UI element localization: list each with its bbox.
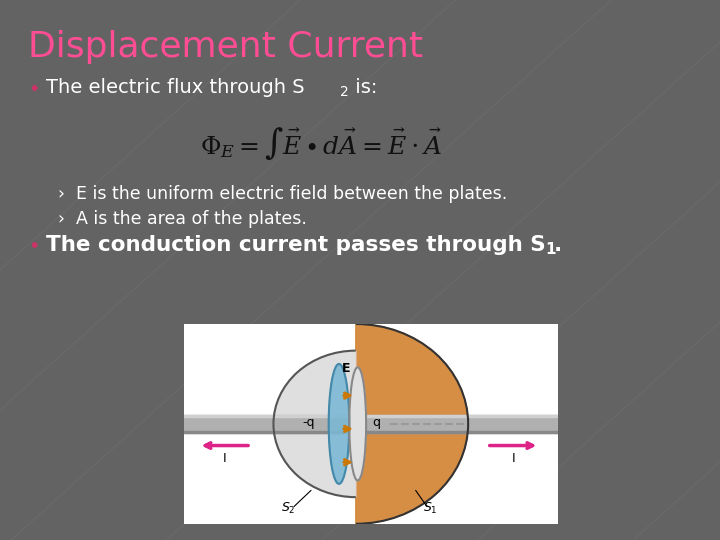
Text: •: • <box>28 237 40 256</box>
Text: $\Phi_E = \int \vec{E} \bullet d\vec{A} = \vec{E} \cdot \vec{A}$: $\Phi_E = \int \vec{E} \bullet d\vec{A} … <box>200 125 443 162</box>
Text: The conduction current passes through S: The conduction current passes through S <box>46 235 546 255</box>
Text: -q: -q <box>303 416 315 429</box>
Bar <box>184 415 558 417</box>
Text: I: I <box>511 452 515 465</box>
Text: Displacement Current: Displacement Current <box>28 30 423 64</box>
Bar <box>184 430 558 433</box>
Text: $S_1$: $S_1$ <box>423 501 438 516</box>
Text: is:: is: <box>349 78 377 97</box>
Text: I: I <box>223 452 227 465</box>
Text: •: • <box>28 80 40 99</box>
Text: 2: 2 <box>340 85 348 99</box>
Text: 1: 1 <box>545 242 556 257</box>
Ellipse shape <box>328 364 349 484</box>
Wedge shape <box>274 350 356 497</box>
Text: The electric flux through S: The electric flux through S <box>46 78 305 97</box>
Ellipse shape <box>349 367 366 481</box>
Text: E: E <box>342 362 351 375</box>
Text: ›  E is the uniform electric field between the plates.: › E is the uniform electric field betwee… <box>58 185 508 203</box>
Bar <box>184 415 558 433</box>
Wedge shape <box>356 324 468 524</box>
Text: $S_2$: $S_2$ <box>282 501 296 516</box>
Text: ›  A is the area of the plates.: › A is the area of the plates. <box>58 210 307 228</box>
Text: .: . <box>554 235 562 255</box>
Text: q: q <box>372 416 380 429</box>
